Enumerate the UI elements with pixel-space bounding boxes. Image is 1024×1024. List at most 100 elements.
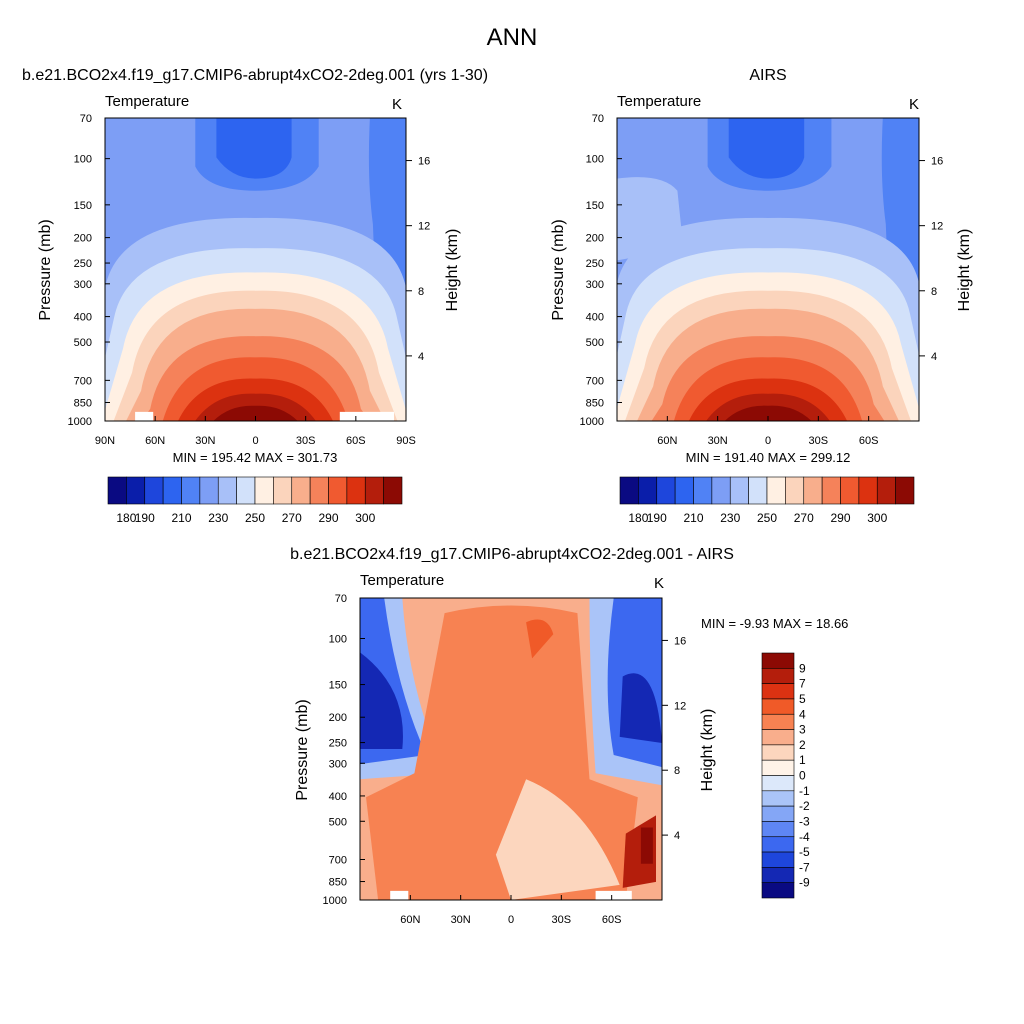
latitude-tick-label: 30N	[451, 914, 471, 926]
pressure-tick-label: 70	[592, 113, 604, 125]
latitude-tick-label: 90S	[396, 435, 416, 447]
colorbar-label: 250	[757, 511, 777, 525]
height-tick-label: 8	[931, 286, 937, 298]
colorbar-label: -5	[799, 845, 810, 859]
colorbar-box	[199, 476, 219, 505]
contour-level	[360, 652, 403, 749]
height-axis: 16 12 8 4	[919, 156, 943, 363]
pressure-tick-label: 250	[329, 738, 347, 750]
colorbar-box	[761, 790, 795, 807]
latitude-tick-label: 60S	[602, 914, 622, 926]
figure-title: ANN	[487, 24, 538, 51]
pressure-tick-label: 500	[586, 337, 604, 349]
latitude-axis: 60N 30N 0 30S 60S	[400, 895, 621, 926]
colorbar-box	[761, 851, 795, 868]
contour-field	[360, 598, 662, 900]
colorbar-label: 210	[171, 511, 191, 525]
pressure-tick-label: 500	[329, 816, 347, 828]
colorbar-box	[619, 476, 639, 505]
height-tick-label: 12	[674, 700, 686, 712]
pressure-tick-label: 700	[74, 375, 92, 387]
colorbar-label: -3	[799, 814, 810, 828]
colorbar-box	[364, 476, 384, 505]
latitude-tick-label: 30S	[296, 435, 316, 447]
pressure-tick-label: 70	[335, 593, 347, 605]
colorbar-label: 270	[794, 511, 814, 525]
pressure-tick-label: 250	[74, 258, 92, 270]
panel-title: b.e21.BCO2x4.f19_g17.CMIP6-abrupt4xCO2-2…	[22, 67, 488, 84]
colorbar-box	[748, 476, 768, 505]
colorbar-box	[761, 744, 795, 761]
colorbar-label: 250	[245, 511, 265, 525]
colorbar-box	[761, 683, 795, 700]
colorbar-box	[126, 476, 146, 505]
colorbar-box	[711, 476, 731, 505]
panel-model: b.e21.BCO2x4.f19_g17.CMIP6-abrupt4xCO2-2…	[22, 67, 488, 525]
units-label: K	[392, 96, 402, 113]
pressure-tick-label: 150	[74, 200, 92, 212]
latitude-tick-label: 30N	[708, 435, 728, 447]
height-tick-label: 8	[418, 286, 424, 298]
colorbar-box	[107, 476, 127, 505]
y2-axis-label: Height (km)	[699, 709, 716, 792]
colorbar-box	[254, 476, 274, 505]
missing-data	[339, 411, 394, 421]
colorbar-label: 2	[799, 738, 806, 752]
colorbar-box	[761, 821, 795, 838]
colorbar-box	[761, 775, 795, 792]
colorbar-label: 9	[799, 661, 806, 675]
colorbar-label: 5	[799, 692, 806, 706]
colorbar-label: -7	[799, 860, 810, 874]
colorbar-box	[674, 476, 694, 505]
variable-label: Temperature	[105, 93, 189, 110]
missing-data	[135, 411, 154, 421]
colorbar-label: 230	[208, 511, 228, 525]
y2-axis-label: Height (km)	[956, 229, 973, 312]
pressure-axis: 70 100 150 200 250 300 400 500 700 850 1000	[580, 113, 622, 428]
min-max-stats: MIN = -9.93 MAX = 18.66	[701, 616, 848, 631]
colorbar-box	[766, 476, 786, 505]
pressure-tick-label: 200	[74, 233, 92, 245]
pressure-tick-label: 500	[74, 337, 92, 349]
contour-level	[216, 118, 292, 179]
colorbar-box	[803, 476, 823, 505]
colorbar-label: 180	[628, 511, 648, 525]
colorbar: 9 754 321 0-1-2-3 -4-5-7 -9	[761, 652, 810, 899]
latitude-axis: 60N 30N 0 30S 60S	[657, 416, 878, 447]
min-max-stats: MIN = 191.40 MAX = 299.12	[686, 450, 851, 465]
colorbar-label: 300	[355, 511, 375, 525]
contour-level	[728, 118, 805, 179]
height-tick-label: 4	[418, 351, 424, 363]
latitude-tick-label: 30S	[552, 914, 572, 926]
pressure-axis: 70 100 150 200 250 300 400 500 700 850 1000	[323, 593, 365, 907]
colorbar-box	[761, 729, 795, 746]
height-tick-label: 16	[674, 635, 686, 647]
colorbar-label: 3	[799, 723, 806, 737]
contour-level	[495, 779, 620, 900]
latitude-tick-label: 30S	[809, 435, 829, 447]
height-tick-label: 8	[674, 765, 680, 777]
min-max-stats: MIN = 195.42 MAX = 301.73	[173, 450, 338, 465]
contour-level	[724, 405, 812, 421]
colorbar-label: 230	[720, 511, 740, 525]
latitude-tick-label: 0	[252, 435, 258, 447]
pressure-tick-label: 200	[586, 233, 604, 245]
pressure-tick-label: 150	[329, 680, 347, 692]
latitude-tick-label: 60S	[346, 435, 366, 447]
colorbar-box	[328, 476, 348, 505]
colorbar-box	[761, 836, 795, 853]
contour-level	[213, 405, 298, 421]
colorbar-box	[638, 476, 658, 505]
colorbar-box	[729, 476, 749, 505]
missing-data	[595, 890, 632, 900]
latitude-tick-label: 60N	[145, 435, 165, 447]
pressure-tick-label: 400	[74, 312, 92, 324]
latitude-tick-label: 60S	[859, 435, 879, 447]
pressure-tick-label: 850	[329, 877, 347, 889]
variable-label: Temperature	[360, 572, 444, 589]
panel-title: b.e21.BCO2x4.f19_g17.CMIP6-abrupt4xCO2-2…	[290, 546, 734, 563]
panel-title: AIRS	[749, 67, 786, 84]
colorbar-box	[273, 476, 293, 505]
